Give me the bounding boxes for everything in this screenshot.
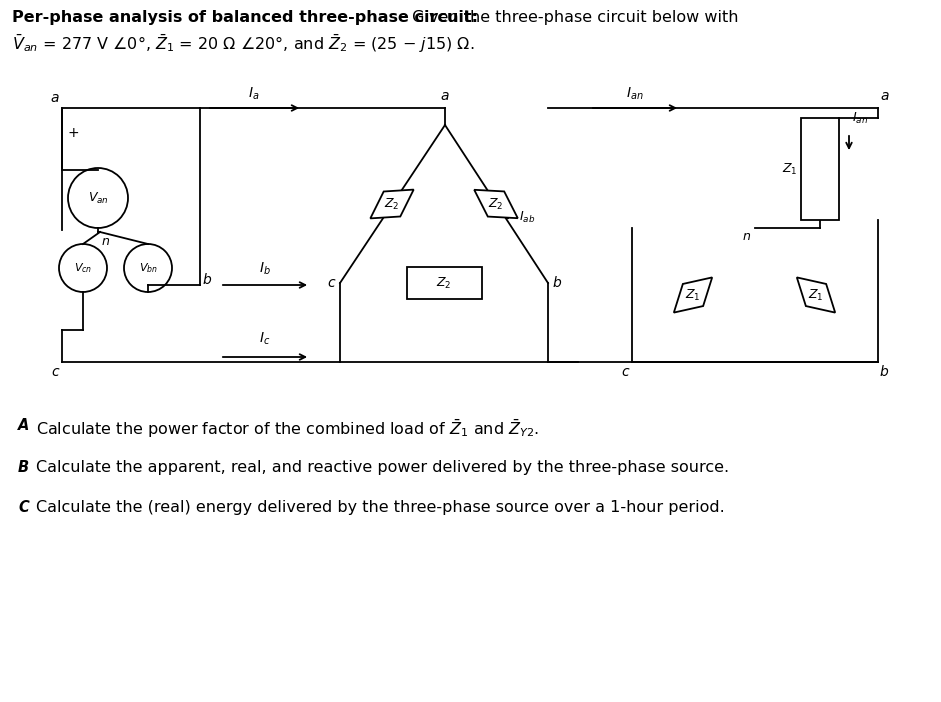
Text: +: +: [68, 126, 80, 140]
Text: $V_{an}$: $V_{an}$: [88, 190, 108, 206]
Text: a: a: [880, 89, 888, 103]
Text: Calculate the (real) energy delivered by the three-phase source over a 1-hour pe: Calculate the (real) energy delivered by…: [36, 500, 725, 515]
Text: $I_b$: $I_b$: [259, 260, 271, 277]
Text: b: b: [203, 273, 212, 287]
Text: a: a: [51, 91, 59, 105]
Text: A: A: [18, 418, 29, 433]
Text: $I_{an}$: $I_{an}$: [626, 86, 644, 102]
Polygon shape: [474, 190, 518, 218]
Text: c: c: [327, 276, 335, 290]
Bar: [407, 267, 482, 299]
Text: n: n: [102, 235, 110, 248]
Text: Calculate the power factor of the combined load of $\bar{Z}_1$ and $\bar{Z}_{Y2}: Calculate the power factor of the combin…: [36, 418, 539, 440]
Text: c: c: [621, 365, 629, 379]
Text: $Z_2$: $Z_2$: [488, 197, 503, 211]
Text: $V_{cn}$: $V_{cn}$: [73, 261, 92, 275]
Text: C: C: [18, 500, 29, 515]
Polygon shape: [674, 277, 712, 312]
Text: Per-phase analysis of balanced three-phase circuit:: Per-phase analysis of balanced three-pha…: [12, 10, 478, 25]
Text: Calculate the apparent, real, and reactive power delivered by the three-phase so: Calculate the apparent, real, and reacti…: [36, 460, 729, 475]
Text: n: n: [742, 230, 750, 243]
Polygon shape: [797, 277, 836, 312]
Text: $V_{bn}$: $V_{bn}$: [138, 261, 157, 275]
Polygon shape: [371, 190, 414, 218]
Text: $Z_1$: $Z_1$: [782, 161, 798, 176]
Text: $I_{ab}$: $I_{ab}$: [519, 209, 535, 225]
Text: $Z_2$: $Z_2$: [437, 275, 452, 291]
Text: a: a: [440, 89, 449, 103]
Bar: [801, 118, 839, 220]
Text: b: b: [553, 276, 562, 290]
Text: $Z_1$: $Z_1$: [808, 287, 823, 303]
Text: $Z_2$: $Z_2$: [384, 197, 400, 211]
Text: c: c: [52, 365, 59, 379]
Text: $Z_1$: $Z_1$: [685, 287, 701, 303]
Text: $I_a$: $I_a$: [248, 86, 260, 102]
Text: $I_{an}$: $I_{an}$: [852, 111, 868, 126]
Text: Given the three-phase circuit below with: Given the three-phase circuit below with: [407, 10, 739, 25]
Text: $\bar{V}_{an}$ = 277 V $\angle$0°, $\bar{Z}_1$ = 20 $\Omega$ $\angle$20°, and $\: $\bar{V}_{an}$ = 277 V $\angle$0°, $\bar…: [12, 33, 474, 55]
Text: b: b: [880, 365, 888, 379]
Text: B: B: [18, 460, 29, 475]
Text: $I_c$: $I_c$: [260, 331, 271, 347]
